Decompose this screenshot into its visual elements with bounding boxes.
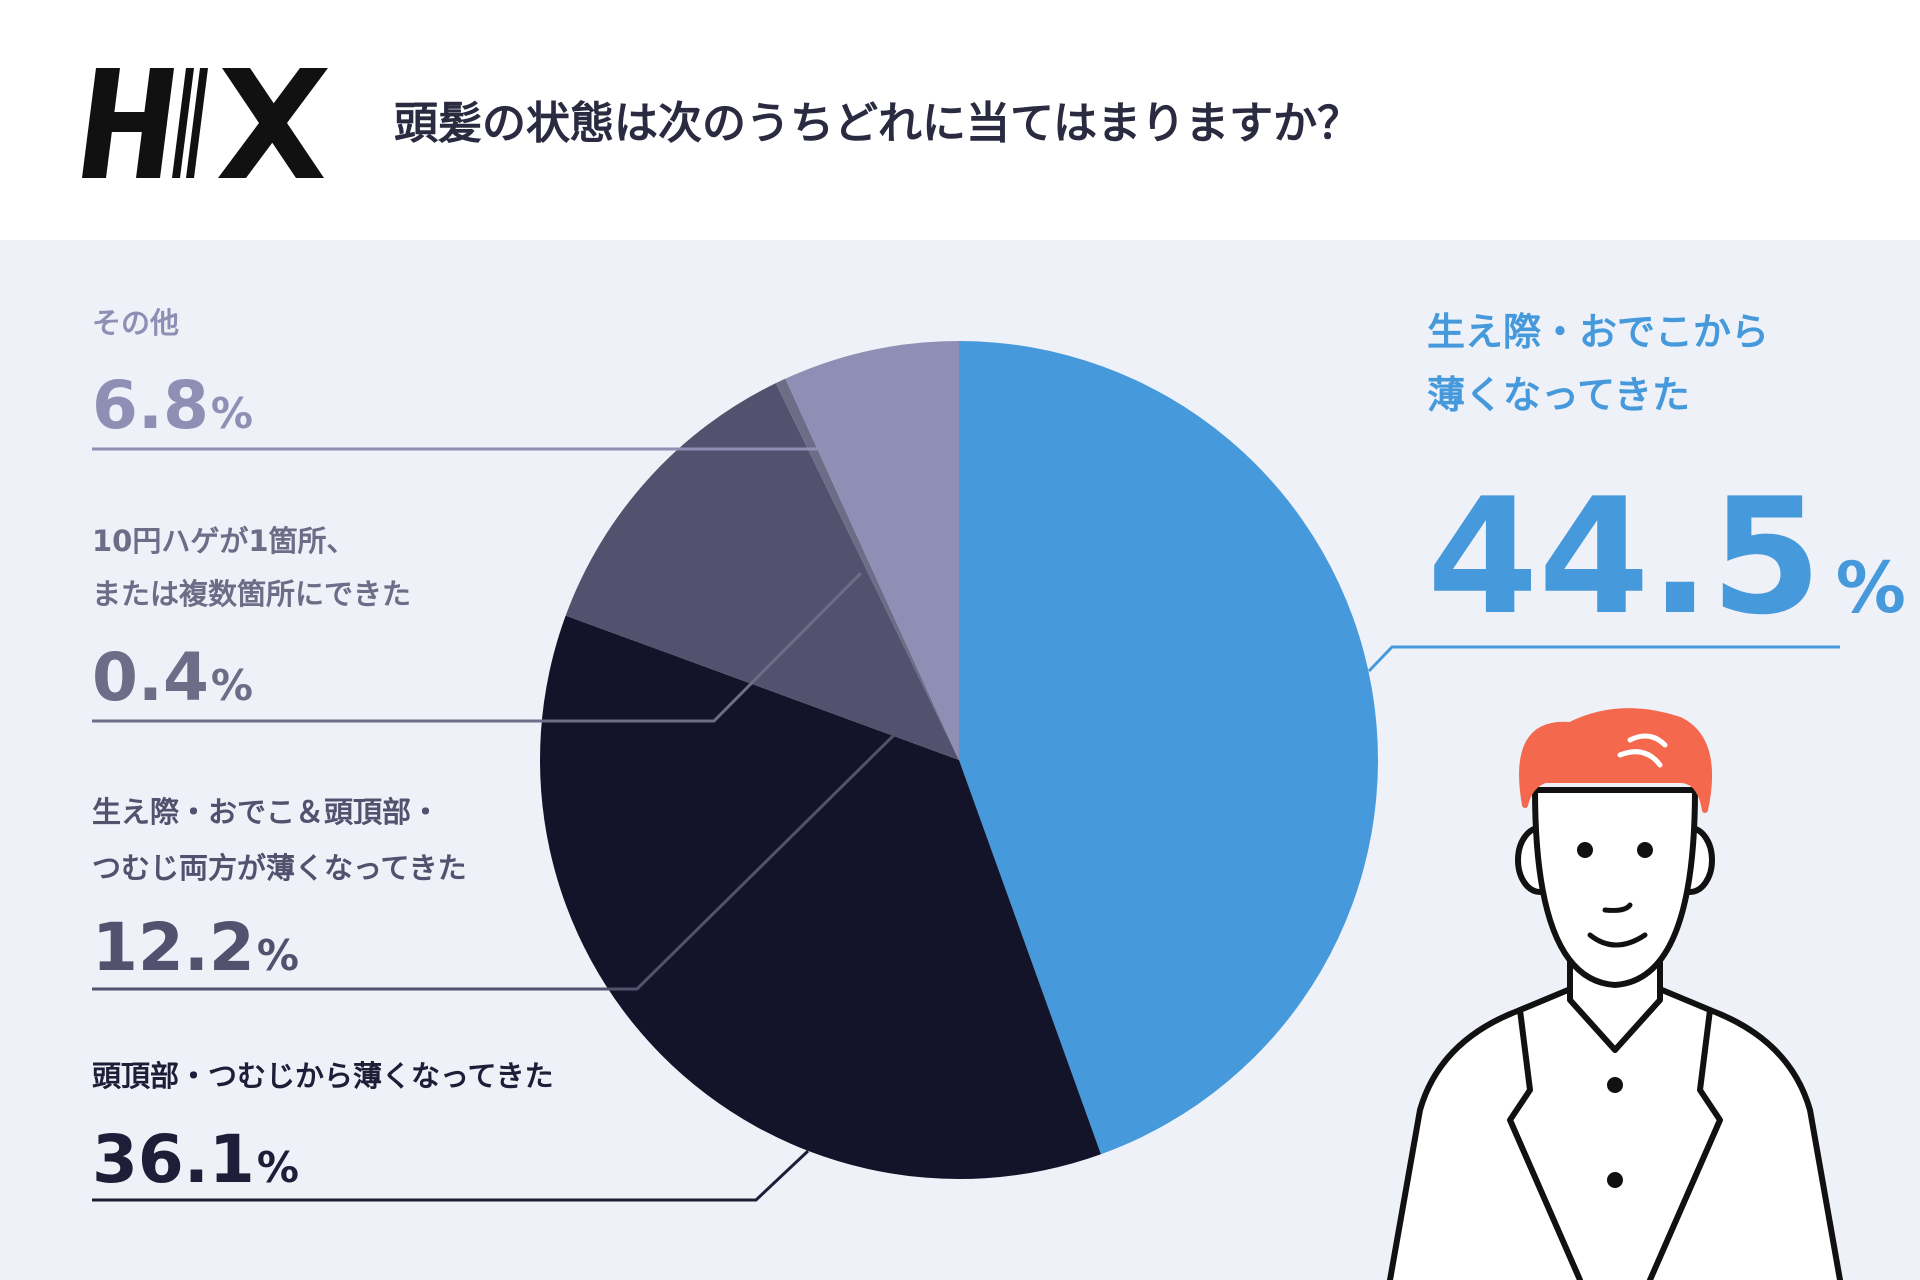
illustration — [1387, 708, 1843, 1280]
logo — [82, 68, 328, 178]
leader-line — [92, 733, 896, 991]
value-label: 12.2% — [92, 909, 299, 986]
value-label: 44.5% — [1427, 463, 1906, 650]
slice-label: 生え際・おでこ＆頭頂部・つむじ両方が薄くなってきた — [92, 795, 467, 885]
slice-label: 生え際・おでこから薄くなってきた — [1427, 310, 1769, 417]
pie-slice — [540, 615, 1101, 1179]
pie-slice — [565, 383, 959, 760]
header-bg — [0, 0, 1920, 240]
value-label: 36.1% — [92, 1121, 299, 1198]
value-label: 6.8% — [92, 367, 253, 444]
leader-line — [92, 571, 863, 723]
pie-slice — [959, 341, 1378, 1155]
pie-slice — [775, 378, 959, 760]
slice-label: 10円ハゲが1箇所、または複数箇所にできた — [92, 524, 411, 611]
value-label: 0.4% — [92, 639, 253, 716]
slice-label: その他 — [92, 306, 179, 340]
chart-title: 頭髪の状態は次のうちどれに当てはまりますか？ — [394, 98, 1361, 149]
pie-slice — [785, 341, 959, 760]
slice-label: 頭頂部・つむじから薄くなってきた — [92, 1059, 554, 1093]
leader-line — [92, 1149, 810, 1202]
leader-line — [1367, 645, 1840, 673]
